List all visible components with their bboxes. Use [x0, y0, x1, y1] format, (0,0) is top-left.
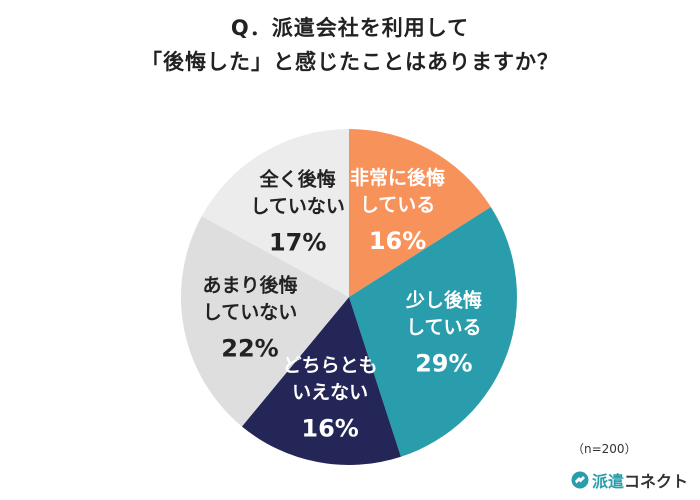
chart-title-line2: 「後悔した」と感じたことはありますか？ — [141, 50, 559, 74]
logo-text-accent: 派遣 — [592, 472, 625, 491]
slice-label-1: 非常に後悔している 16% — [350, 166, 445, 255]
slice-label-line: している — [360, 194, 435, 216]
slice-percent: 22% — [221, 334, 278, 362]
pie-slice-3 — [241, 297, 401, 466]
pie-slice-4 — [181, 216, 349, 427]
slice-label-4: あまり後悔していない 22% — [202, 273, 297, 362]
slice-percent: 17% — [269, 229, 326, 257]
sample-size-note: （n=200） — [572, 442, 637, 456]
logo-text-rest: コネクト — [624, 472, 689, 491]
slice-percent: 16% — [301, 415, 358, 443]
slice-percent: 29% — [415, 350, 472, 378]
pie-slice-2 — [349, 206, 517, 457]
slice-label-line: あまり後悔 — [202, 273, 297, 296]
pie-labels: 非常に後悔している 16%少し後悔している 29%どちらともいえない 16%あまり後悔… — [202, 166, 481, 442]
slice-label-3: どちらともいえない 16% — [283, 355, 378, 443]
pie-slice-1 — [349, 129, 491, 297]
slice-label-line: 全く後悔 — [259, 168, 336, 191]
chart-title-line1: Q．派遣会社を利用して — [230, 16, 470, 40]
slice-label-line: 非常に後悔 — [350, 166, 445, 189]
slice-label-2: 少し後悔している 29% — [405, 289, 482, 378]
slice-label-line: いえない — [292, 382, 368, 404]
slice-label-5: 全く後悔していない 17% — [250, 168, 344, 257]
slice-label-line: していない — [250, 196, 344, 218]
pie-slice-5 — [201, 129, 349, 297]
slice-label-line: どちらとも — [283, 355, 378, 377]
slice-label-line: していない — [203, 301, 297, 323]
brand-logo: 派遣 コネクト — [571, 468, 688, 492]
pie-slices — [181, 129, 517, 466]
slice-label-line: している — [406, 317, 481, 339]
slice-percent: 16% — [369, 227, 426, 255]
logo-mark-icon — [571, 471, 589, 489]
slice-label-line: 少し後悔 — [405, 289, 482, 312]
